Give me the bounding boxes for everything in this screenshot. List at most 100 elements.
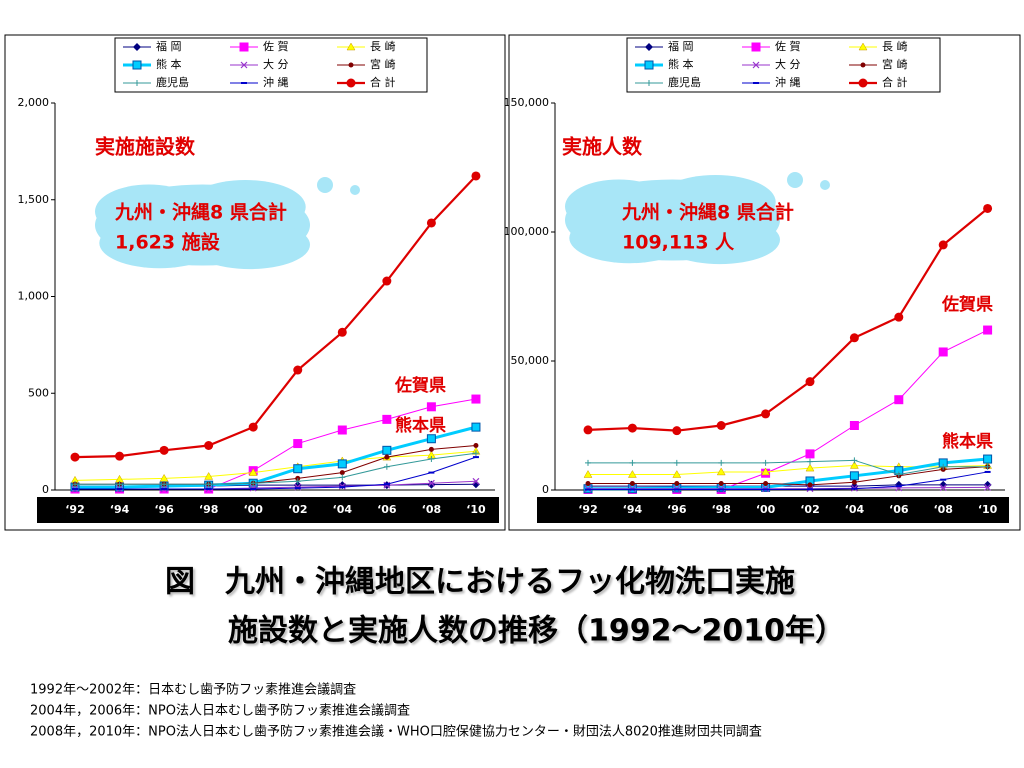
marker	[471, 394, 481, 404]
marker	[239, 42, 249, 52]
marker	[761, 409, 771, 419]
marker	[383, 463, 390, 470]
marker	[583, 470, 593, 478]
marker	[860, 62, 866, 68]
marker	[672, 470, 682, 478]
marker	[805, 377, 815, 387]
note: 2008年，2010年：NPO法人日本むし歯予防フッ素推進会議・WHO口腔保健協…	[30, 724, 762, 740]
marker	[337, 459, 347, 469]
marker	[585, 459, 591, 466]
marker	[382, 445, 392, 455]
series-line	[75, 444, 476, 485]
marker	[716, 421, 726, 430]
marker	[472, 477, 480, 485]
cloud	[659, 215, 780, 265]
annotation: 佐賀県	[941, 294, 993, 315]
marker	[426, 218, 436, 228]
x-tick-label: ‘02	[800, 503, 820, 516]
legend-label: 合 計	[882, 75, 908, 89]
y-tick-label: 100,000	[504, 225, 550, 238]
x-tick-label: ‘96	[667, 503, 687, 516]
x-tick-label: ‘06	[377, 503, 397, 516]
marker	[751, 42, 761, 52]
annotation: 佐賀県	[394, 375, 446, 396]
legend-label: 長 崎	[370, 39, 396, 53]
marker	[348, 62, 354, 68]
marker	[248, 422, 258, 432]
x-tick-label: ‘92	[65, 503, 85, 516]
y-tick-label: 500	[28, 386, 49, 399]
legend-label: 熊 本	[668, 57, 694, 71]
cloud	[787, 172, 803, 188]
marker	[339, 470, 345, 476]
marker	[426, 402, 436, 412]
series-line	[74, 450, 476, 481]
marker	[673, 459, 680, 466]
marker	[72, 481, 78, 488]
marker	[849, 333, 859, 343]
series-line	[588, 486, 988, 490]
marker	[858, 42, 868, 51]
marker	[428, 446, 434, 452]
y-tick-label: 50,000	[511, 354, 550, 367]
marker	[984, 483, 992, 491]
marker	[294, 478, 301, 485]
legend-label: 福 岡	[668, 39, 694, 53]
marker	[426, 434, 436, 444]
marker	[752, 61, 760, 69]
marker	[627, 423, 637, 433]
marker	[718, 459, 725, 466]
marker	[583, 425, 593, 435]
marker	[895, 471, 902, 478]
marker	[762, 459, 769, 466]
marker	[849, 471, 859, 481]
marker	[346, 42, 356, 51]
marker	[807, 458, 813, 465]
cloud	[317, 177, 333, 193]
marker	[471, 171, 481, 181]
legend-label: 長 崎	[882, 39, 908, 53]
marker	[339, 474, 346, 481]
marker	[894, 312, 904, 322]
marker	[763, 481, 769, 487]
marker	[805, 463, 815, 472]
cloud	[569, 212, 690, 264]
series-line	[75, 452, 477, 485]
marker	[248, 468, 258, 476]
cloud	[189, 220, 310, 270]
annotation: 九州・沖縄8 県合計	[621, 201, 794, 224]
marker	[627, 470, 637, 478]
cloud	[350, 185, 360, 195]
legend-label: 大 分	[775, 57, 801, 71]
category-band	[37, 497, 499, 523]
marker	[646, 80, 652, 86]
marker	[427, 480, 436, 489]
marker	[133, 43, 141, 51]
marker	[471, 422, 481, 432]
marker	[938, 347, 948, 357]
panel-border	[508, 34, 1021, 531]
legend-label: 鹿児島	[668, 75, 701, 89]
series-line	[588, 466, 988, 486]
marker	[159, 445, 169, 455]
x-tick-label: ‘00	[243, 503, 263, 516]
marker	[672, 426, 682, 436]
marker	[337, 425, 347, 435]
marker	[849, 460, 859, 469]
cloud	[99, 217, 220, 269]
marker	[983, 480, 992, 489]
legend-label: 佐 賀	[263, 39, 289, 53]
marker	[337, 327, 347, 337]
marker	[674, 481, 680, 487]
y-tick-label: 1,000	[18, 290, 50, 303]
marker	[161, 481, 168, 488]
marker	[851, 479, 857, 485]
caption: 施設数と実施人数の推移（1992～2010年）	[228, 614, 845, 649]
x-tick-label: ‘04	[845, 503, 865, 516]
marker	[382, 276, 392, 286]
legend-label: 鹿児島	[156, 75, 189, 89]
annotation: 九州・沖縄8 県合計	[114, 201, 287, 224]
legend-label: 熊 本	[156, 57, 182, 71]
marker	[134, 80, 140, 86]
legend-box	[626, 37, 941, 93]
